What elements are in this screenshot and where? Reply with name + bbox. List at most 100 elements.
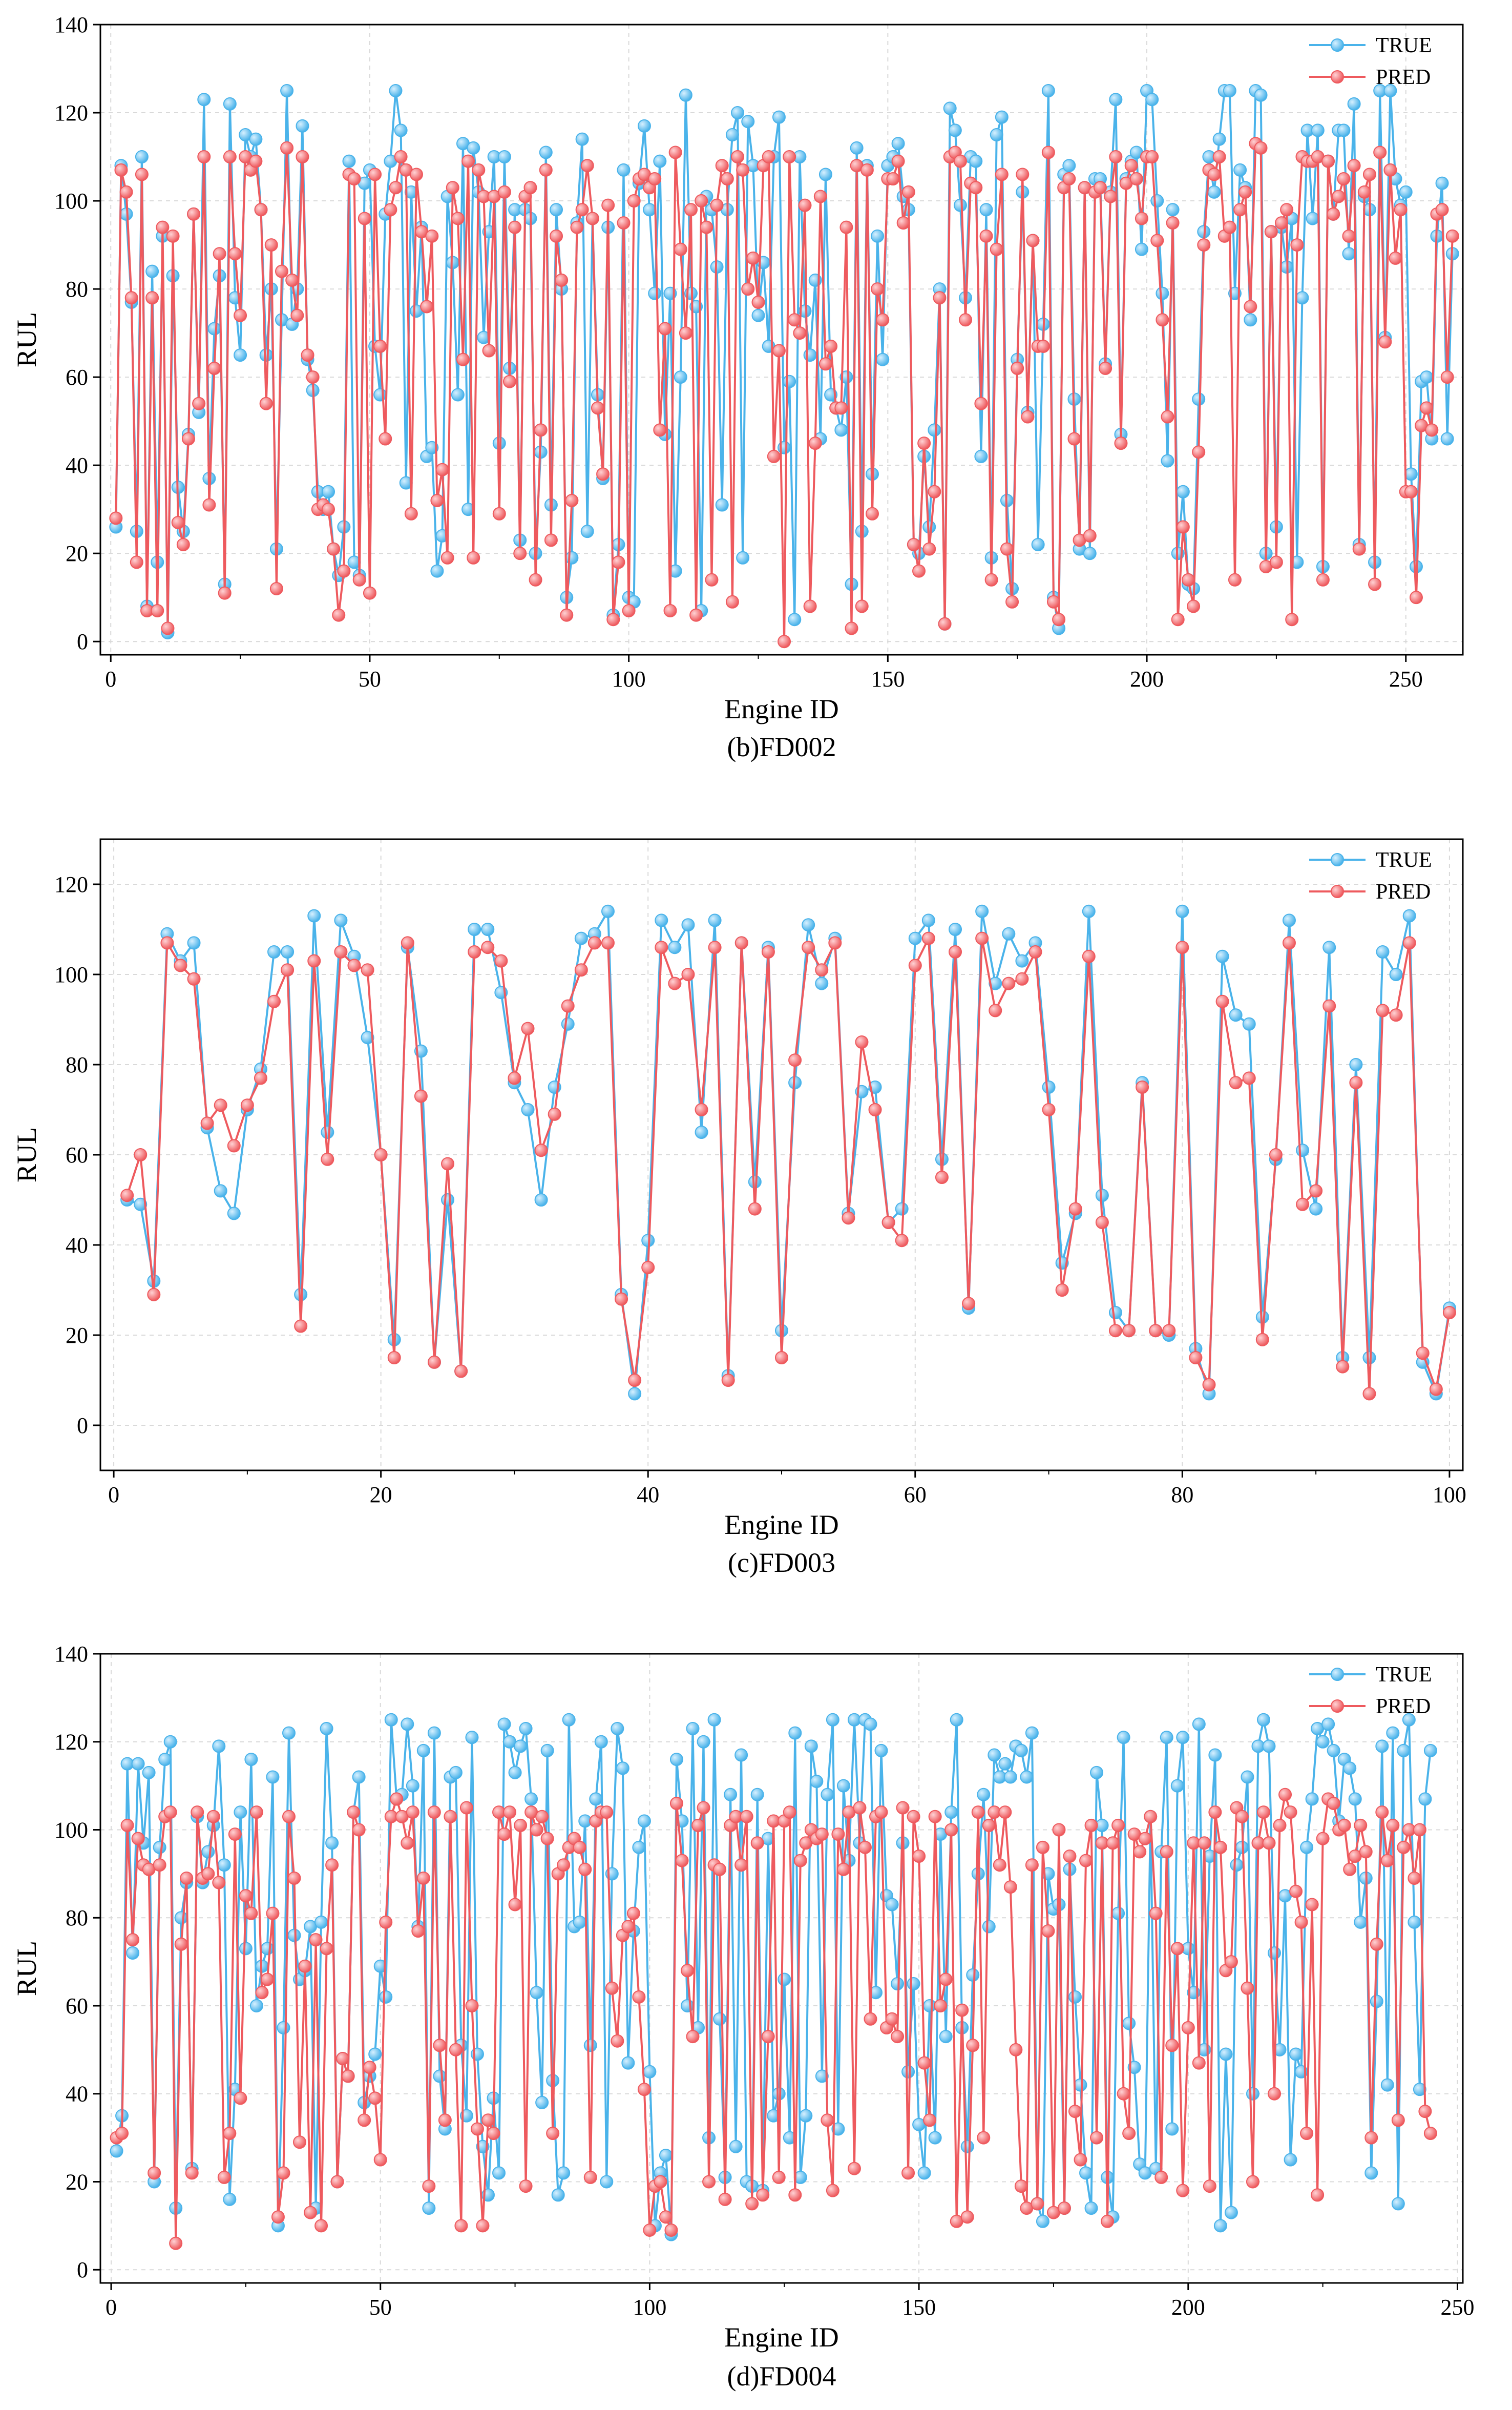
data-point-pred xyxy=(249,154,263,168)
data-point-true xyxy=(1246,2087,1259,2101)
data-point-true xyxy=(729,2139,743,2153)
data-point-true xyxy=(187,936,201,950)
data-point-true xyxy=(736,551,750,565)
data-point-pred xyxy=(1264,225,1278,239)
data-point-pred xyxy=(928,485,941,498)
data-point-pred xyxy=(390,1792,404,1806)
data-point-pred xyxy=(1373,146,1387,159)
data-point-pred xyxy=(587,936,601,950)
data-point-true xyxy=(325,1836,339,1850)
data-point-pred xyxy=(718,2192,732,2206)
data-point-true xyxy=(834,423,848,437)
data-point-pred xyxy=(1136,1081,1149,1094)
data-point-pred xyxy=(1362,1387,1376,1401)
data-point-true xyxy=(1418,1792,1432,1806)
data-point-true xyxy=(713,2012,727,2026)
data-point-pred xyxy=(1383,163,1397,177)
data-point-pred xyxy=(321,1152,334,1166)
data-point-true xyxy=(1176,485,1190,498)
data-point-pred xyxy=(700,220,713,234)
data-point-pred xyxy=(334,945,348,959)
data-point-true xyxy=(734,1748,748,1762)
data-point-pred xyxy=(363,586,376,600)
data-point-pred xyxy=(934,1999,948,2012)
data-point-pred xyxy=(783,150,796,164)
data-point-true xyxy=(659,2148,673,2162)
data-point-true xyxy=(287,1928,301,1942)
data-point-true xyxy=(891,1977,905,1991)
data-point-true xyxy=(550,203,563,217)
data-point-true xyxy=(524,1792,538,1806)
data-point-true xyxy=(1327,1743,1340,1757)
data-point-pred xyxy=(831,1827,845,1841)
y-axis-label: RUL xyxy=(11,312,42,367)
data-point-true xyxy=(939,2030,953,2044)
data-point-pred xyxy=(1337,172,1351,186)
data-point-true xyxy=(908,931,922,945)
data-point-pred xyxy=(264,238,278,252)
data-point-pred xyxy=(213,247,226,261)
data-point-pred xyxy=(1161,410,1174,424)
data-point-pred xyxy=(772,2170,786,2184)
legend-marker-true xyxy=(1331,853,1344,866)
data-point-pred xyxy=(1402,936,1416,950)
data-point-pred xyxy=(271,2210,285,2224)
data-point-pred xyxy=(459,1801,473,1815)
data-point-pred xyxy=(260,1972,274,1986)
data-point-true xyxy=(401,1717,414,1731)
data-point-true xyxy=(731,106,745,120)
data-point-pred xyxy=(953,154,967,168)
data-point-true xyxy=(406,1779,419,1793)
data-point-pred xyxy=(254,203,268,217)
x-tick-label: 0 xyxy=(108,1482,119,1507)
data-point-true xyxy=(223,2192,237,2206)
data-point-pred xyxy=(611,2034,624,2048)
data-point-true xyxy=(1079,2166,1093,2180)
data-point-pred xyxy=(751,295,765,309)
data-point-pred xyxy=(1224,1955,1238,1969)
data-point-pred xyxy=(1068,2105,1082,2118)
data-point-pred xyxy=(470,2122,484,2136)
data-point-pred xyxy=(161,621,175,635)
data-point-pred xyxy=(1041,1924,1055,1938)
data-point-pred xyxy=(565,493,579,507)
data-point-pred xyxy=(761,2030,775,2044)
data-point-pred xyxy=(151,604,164,617)
data-point-true xyxy=(948,123,962,137)
data-point-true xyxy=(1090,1765,1104,1779)
data-point-true xyxy=(778,1972,791,1986)
data-point-pred xyxy=(815,1827,829,1841)
data-point-pred xyxy=(891,154,905,168)
data-point-pred xyxy=(1166,216,1180,230)
data-point-pred xyxy=(627,194,641,208)
data-point-pred xyxy=(1349,1076,1363,1090)
data-point-pred xyxy=(1357,185,1371,199)
data-point-pred xyxy=(1327,1796,1340,1810)
data-point-true xyxy=(907,1977,920,1991)
data-point-pred xyxy=(1014,2179,1028,2193)
data-point-pred xyxy=(933,291,947,305)
data-point-pred xyxy=(296,150,309,164)
data-point-true xyxy=(885,1898,899,1912)
data-point-pred xyxy=(578,1862,592,1876)
data-point-true xyxy=(1362,1351,1376,1364)
data-point-true xyxy=(1156,286,1169,300)
data-point-pred xyxy=(912,1850,926,1863)
data-point-pred xyxy=(1042,1103,1056,1116)
data-point-pred xyxy=(130,555,143,569)
data-point-true xyxy=(416,1743,430,1757)
data-point-true xyxy=(373,388,387,402)
data-point-pred xyxy=(734,1858,748,1872)
data-point-true xyxy=(1309,1202,1323,1216)
data-point-true xyxy=(1212,132,1226,146)
data-point-pred xyxy=(1336,1360,1350,1374)
data-point-pred xyxy=(907,1810,920,1823)
data-point-pred xyxy=(422,2179,436,2193)
data-point-pred xyxy=(750,1836,764,1850)
data-point-pred xyxy=(573,1840,586,1854)
data-point-pred xyxy=(1425,423,1439,437)
data-point-pred xyxy=(1442,1306,1456,1319)
data-point-pred xyxy=(114,163,128,177)
data-point-true xyxy=(267,945,281,959)
data-point-true xyxy=(249,1999,263,2012)
